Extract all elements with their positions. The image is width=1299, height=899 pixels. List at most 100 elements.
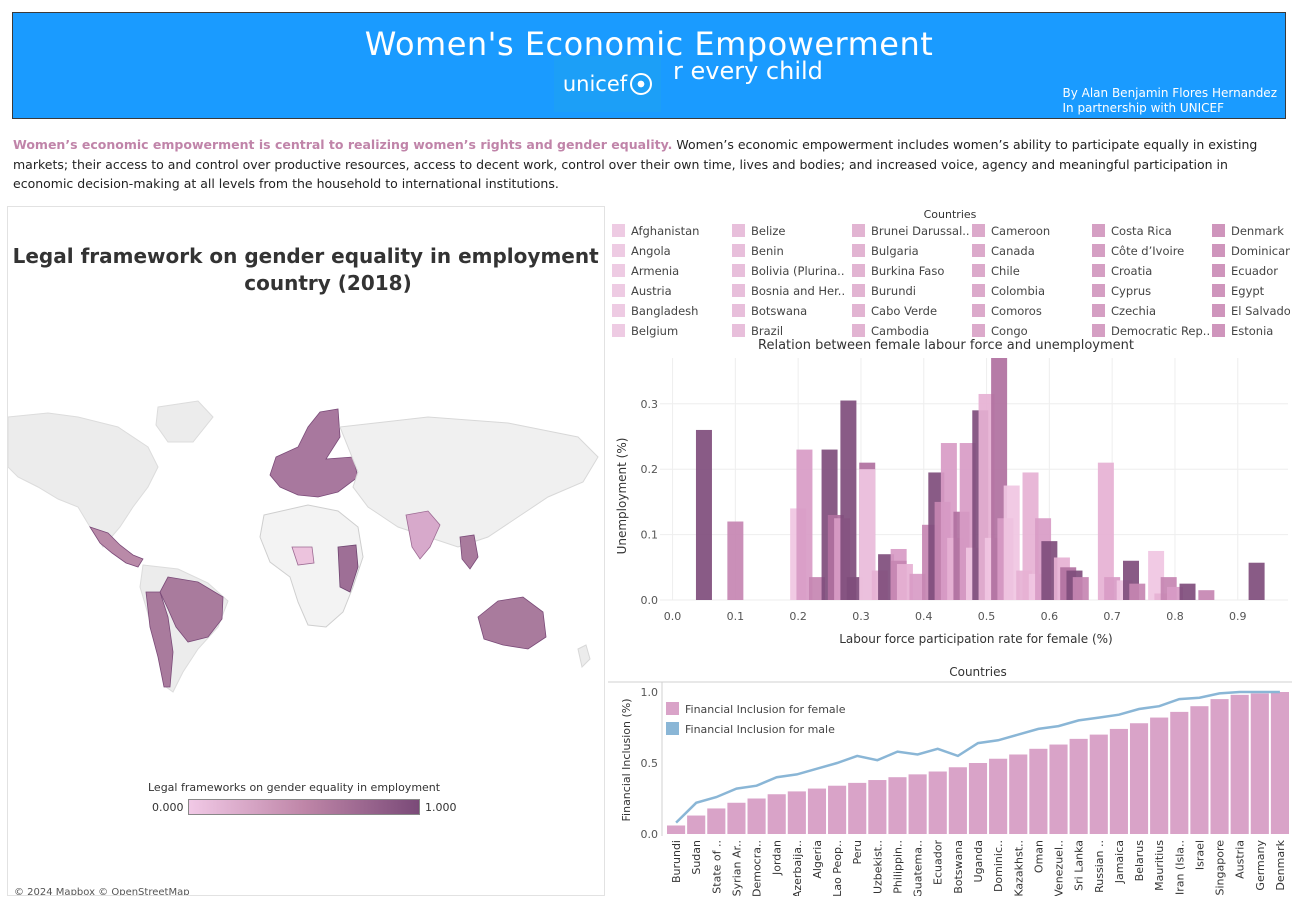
legend-item-4-5[interactable]: Democratic Rep.. xyxy=(1092,324,1210,342)
scatter-bar-1[interactable] xyxy=(727,521,744,600)
legend-item-0-5[interactable]: Belgium xyxy=(612,324,730,342)
inclusion-female-bar-11[interactable] xyxy=(888,777,907,834)
legend-item-4-4[interactable]: Czechia xyxy=(1092,304,1210,324)
world-map[interactable] xyxy=(8,387,605,717)
legend-item-2-1[interactable]: Bulgaria xyxy=(852,244,970,264)
inclusion-female-bar-5[interactable] xyxy=(767,794,786,834)
scatter-bar-40[interactable] xyxy=(1072,577,1089,600)
inclusion-female-bar-29[interactable] xyxy=(1250,693,1269,834)
legend-item-5-3[interactable]: Egypt xyxy=(1212,284,1290,304)
legend-item-0-0[interactable]: Afghanistan xyxy=(612,224,730,244)
legend-item-2-5[interactable]: Cambodia xyxy=(852,324,970,342)
scatter-bar-31[interactable] xyxy=(1003,485,1020,600)
legend-item-0-1[interactable]: Angola xyxy=(612,244,730,264)
legend-item-3-2[interactable]: Chile xyxy=(972,264,1090,284)
legend-item-2-3[interactable]: Burundi xyxy=(852,284,970,304)
scatter-bar-11[interactable] xyxy=(859,469,876,600)
scatter-bar-36[interactable] xyxy=(1041,541,1058,600)
legend-item-5-1[interactable]: Dominican.. xyxy=(1212,244,1290,264)
scatter-bar-3[interactable] xyxy=(796,449,813,600)
legend-item-1-3[interactable]: Bosnia and Her.. xyxy=(732,284,850,304)
legend-item-4-3[interactable]: Cyprus xyxy=(1092,284,1210,304)
scatter-bars[interactable] xyxy=(695,358,1265,600)
map-andes[interactable] xyxy=(145,591,174,688)
inclusion-male-line[interactable] xyxy=(675,690,1280,824)
legend-item-2-2[interactable]: Burkina Faso xyxy=(852,264,970,284)
inclusion-female-bar-15[interactable] xyxy=(968,763,988,834)
scatter-bar-17[interactable] xyxy=(909,573,926,600)
map-africa[interactable] xyxy=(259,504,364,628)
scatter-bar-42[interactable] xyxy=(1104,577,1121,600)
inclusion-female-bar-22[interactable] xyxy=(1109,728,1128,834)
inclusion-female-bar-30[interactable] xyxy=(1270,692,1289,834)
legend-item-3-3[interactable]: Colombia xyxy=(972,284,1090,304)
inclusion-female-bar-16[interactable] xyxy=(989,758,1008,834)
inclusion-female-bar-1[interactable] xyxy=(687,815,706,834)
legend-item-0-4[interactable]: Bangladesh xyxy=(612,304,730,324)
legend-item-5-5[interactable]: Estonia xyxy=(1212,324,1290,342)
map-north-america[interactable] xyxy=(8,412,159,548)
scatter-bar-49[interactable] xyxy=(1166,586,1183,600)
inclusion-female-bar-26[interactable] xyxy=(1190,706,1209,834)
inclusion-female-bar-24[interactable] xyxy=(1150,717,1169,834)
map-europe[interactable] xyxy=(269,408,359,498)
legend-item-2-0[interactable]: Brunei Darussal.. xyxy=(852,224,970,244)
map-asia[interactable] xyxy=(339,416,599,548)
inclusion-female-bar-10[interactable] xyxy=(868,780,887,834)
scatter-bar-13[interactable] xyxy=(878,554,895,600)
scatter-bar-0[interactable] xyxy=(695,429,712,600)
legend-item-4-2[interactable]: Croatia xyxy=(1092,264,1210,284)
inclusion-female-bar-8[interactable] xyxy=(828,785,847,834)
inclusion-female-bar-7[interactable] xyxy=(807,788,827,834)
legend-item-3-5[interactable]: Congo xyxy=(972,324,1090,342)
legend-item-1-5[interactable]: Brazil xyxy=(732,324,850,342)
legend-item-1-1[interactable]: Benin xyxy=(732,244,850,264)
inclusion-female-bar-19[interactable] xyxy=(1049,744,1068,834)
inclusion-female-bar-20[interactable] xyxy=(1069,738,1088,834)
legend-item-3-4[interactable]: Comoros xyxy=(972,304,1090,324)
inclusion-female-bar-9[interactable] xyxy=(848,782,867,834)
map-panel[interactable]: Legal framework on gender equality in em… xyxy=(7,206,605,896)
map-australia[interactable] xyxy=(477,596,547,650)
inclusion-female-bar-0[interactable] xyxy=(667,825,686,834)
scatter-bar-45[interactable] xyxy=(1129,583,1146,600)
inclusion-female-bar-14[interactable] xyxy=(948,767,967,834)
map-new-zealand[interactable] xyxy=(577,644,591,668)
scatter-bar-52[interactable] xyxy=(1248,562,1265,600)
legend-item-4-0[interactable]: Costa Rica xyxy=(1092,224,1210,244)
map-mexico[interactable] xyxy=(89,526,144,568)
legend-item-0-2[interactable]: Armenia xyxy=(612,264,730,284)
inclusion-female-bar-27[interactable] xyxy=(1210,699,1229,834)
scatter-bar-51[interactable] xyxy=(1198,590,1215,600)
legend-item-4-1[interactable]: Côte d’Ivoire xyxy=(1092,244,1210,264)
labour-unemployment-chart[interactable]: Relation between female labour force and… xyxy=(608,336,1292,654)
inclusion-female-bar-13[interactable] xyxy=(928,771,947,834)
inclusion-female-bar-4[interactable] xyxy=(747,798,766,835)
map-southeast-asia[interactable] xyxy=(459,534,479,570)
legend-item-5-4[interactable]: El Salvador xyxy=(1212,304,1290,324)
inclusion-female-bar-18[interactable] xyxy=(1029,748,1048,834)
inclusion-female-bar-25[interactable] xyxy=(1170,711,1189,834)
inclusion-female-bar-17[interactable] xyxy=(1009,754,1028,834)
map-india[interactable] xyxy=(405,510,441,560)
legend-item-5-0[interactable]: Denmark xyxy=(1212,224,1290,244)
legend-item-1-4[interactable]: Botswana xyxy=(732,304,850,324)
legend-item-1-0[interactable]: Belize xyxy=(732,224,850,244)
scatter-bar-46[interactable] xyxy=(1148,550,1165,600)
map-east-africa[interactable] xyxy=(337,544,359,593)
scatter-bar-8[interactable] xyxy=(840,400,857,600)
scatter-bar-41[interactable] xyxy=(1097,462,1114,600)
inclusion-female-bar-6[interactable] xyxy=(787,791,806,834)
scatter-bar-33[interactable] xyxy=(1022,472,1039,600)
map-brazil[interactable] xyxy=(159,576,224,643)
inclusion-female-bars[interactable] xyxy=(667,692,1289,834)
legend-item-1-2[interactable]: Bolivia (Plurina.. xyxy=(732,264,850,284)
inclusion-female-bar-3[interactable] xyxy=(727,802,746,834)
inclusion-female-bar-12[interactable] xyxy=(908,774,927,834)
inclusion-female-bar-28[interactable] xyxy=(1230,694,1249,834)
scatter-bar-50[interactable] xyxy=(1179,583,1196,600)
financial-inclusion-chart[interactable]: Countries 0.0 0.5 1.0 Burundi Sudan State of… xyxy=(608,662,1292,896)
map-west-africa[interactable] xyxy=(291,546,315,566)
scatter-bar-16[interactable] xyxy=(896,564,913,600)
scatter-bar-4[interactable] xyxy=(809,577,825,600)
